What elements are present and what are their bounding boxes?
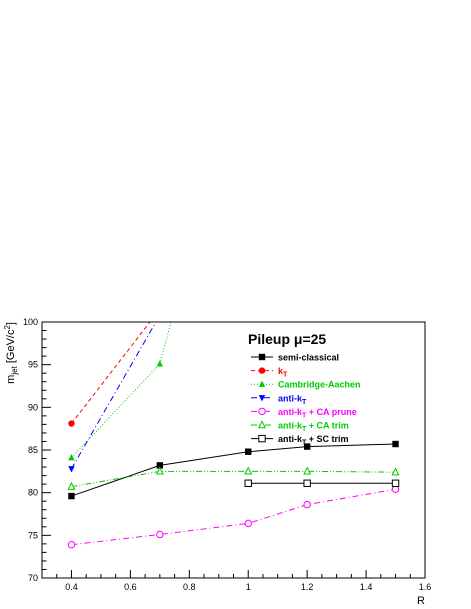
series-line	[71, 443, 396, 497]
x-tick-label: 0.4	[65, 582, 78, 592]
data-point	[244, 466, 253, 475]
plot-frame	[41, 321, 426, 579]
y-tick-label: 80	[28, 488, 38, 498]
y-tick-label: 70	[28, 573, 38, 583]
data-point	[392, 440, 399, 448]
data-point	[156, 462, 164, 469]
data-point	[303, 479, 311, 487]
legend-marker	[258, 380, 266, 387]
x-tick-label: 0.8	[183, 582, 196, 592]
legend-entry: Cambridge-Aachen	[278, 380, 361, 390]
legend-marker	[257, 420, 267, 429]
legend-entry: anti-kT + CA trim	[278, 421, 349, 434]
data-point	[391, 485, 400, 493]
legend: Pileup μ=25 semi-classical kTCambridge-Aa…	[248, 331, 361, 447]
x-tick-label: 1.2	[301, 582, 314, 592]
x-tick-label: 1.6	[419, 582, 432, 592]
series-line	[71, 322, 157, 470]
x-axis-label: R	[417, 595, 425, 607]
y-tick-label: 85	[28, 445, 38, 455]
legend-entry: kT	[278, 366, 288, 379]
data-point	[155, 466, 164, 475]
legend-marker	[258, 395, 266, 402]
x-tick-label: 1	[246, 582, 251, 592]
legend-entry: anti-kT + SC trim	[278, 434, 349, 447]
data-point	[156, 530, 164, 539]
legend-marker	[258, 367, 266, 374]
legend-entry: anti-kT + CA prune	[278, 407, 357, 420]
legend-title: Pileup μ=25	[248, 331, 326, 347]
data-point	[303, 443, 311, 450]
data-point	[68, 492, 75, 500]
data-point	[156, 360, 164, 367]
y-tick-label: 95	[28, 360, 38, 370]
legend-entry: anti-kT	[278, 393, 307, 406]
data-point	[391, 467, 400, 476]
y-tick-label: 100	[23, 317, 38, 327]
data-point	[303, 466, 312, 475]
marker-layer	[67, 360, 400, 549]
series-line	[71, 322, 151, 424]
y-axis-label: mjet [GeV/c2]	[3, 322, 19, 384]
series-line	[71, 322, 172, 459]
x-tick-label: 0.6	[124, 582, 137, 592]
series-layer	[71, 322, 396, 546]
legend-marker	[258, 407, 266, 416]
data-point	[67, 541, 76, 549]
data-point	[68, 466, 75, 473]
legend-entry: semi-classical	[278, 353, 339, 363]
y-tick-label: 75	[28, 530, 38, 540]
data-point	[244, 479, 252, 487]
series-line	[71, 470, 396, 488]
data-point	[67, 481, 76, 490]
data-point	[68, 453, 75, 461]
x-tick-label: 1.4	[360, 582, 373, 592]
data-point	[245, 448, 252, 455]
series-line	[71, 488, 396, 546]
legend-marker	[258, 353, 266, 361]
legend-marker	[258, 434, 266, 443]
y-tick-label: 90	[28, 402, 38, 412]
data-point	[391, 479, 400, 487]
axis-ticks: 0.4 0.6 0.8 1 1.2 1.4 1.6 70 75 80 85 90 95 100	[23, 317, 431, 592]
data-point	[303, 500, 311, 509]
data-point	[68, 420, 75, 427]
data-point	[244, 519, 252, 528]
